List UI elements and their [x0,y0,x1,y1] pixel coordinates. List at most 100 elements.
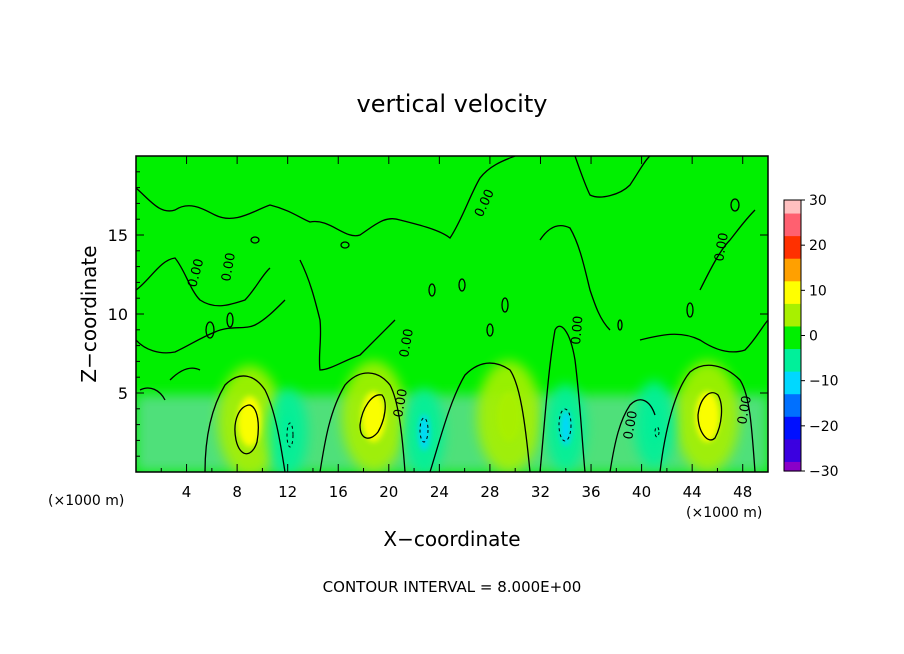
contour-line [501,297,509,313]
chart-title: vertical velocity [357,90,548,118]
contour-line [136,299,286,354]
colorbar-cell [784,416,801,422]
contour-line [539,325,586,472]
updraft-core [361,391,386,442]
contour-line [654,426,660,438]
contour-label: 0.00 [569,315,586,345]
colorbar-cell [784,358,801,364]
colorbar-cell [784,200,801,206]
contour-line [359,394,386,439]
colorbar-cell [784,213,801,219]
x-tick-label: 8 [232,483,242,501]
x-tick-label: 32 [531,483,550,501]
x-tick-label: 40 [632,483,651,501]
downdraft-region [267,388,308,472]
colorbar-cell [784,407,801,413]
contour-line [136,156,516,239]
downdraft-region [404,388,445,472]
negative-contours [286,408,660,448]
colorbar-cell [784,380,801,386]
colorbar-cell [784,448,801,454]
colorbar-cell [784,231,801,237]
x-units-right: (×1000 m) [686,505,762,521]
colorbar-cell [784,443,801,450]
colorbar-cell [784,285,801,291]
colorbar-cell [784,421,801,427]
colorbar-cell [784,367,801,373]
downdraft-core [560,409,572,446]
colorbar-cell [784,353,801,359]
colorbar-tick-label: −10 [809,374,839,390]
contour-line [697,392,723,441]
contour-line [234,404,259,455]
x-units-left: (×1000 m) [48,493,124,509]
colorbar-cell [784,385,801,391]
colorbar-cell [784,362,801,368]
colorbar-cell [784,403,801,409]
colorbar-cell [784,330,801,337]
contour-label: 0.00 [219,252,239,283]
colorbar-cell [784,457,801,463]
contour-line [659,364,756,472]
contour-line [609,399,656,472]
downdraft-core [648,406,660,443]
x-tick-label: 24 [430,483,449,501]
colorbar-tick-label: −20 [809,419,839,435]
colorbar-cell [784,312,801,319]
downdraft-region [545,383,586,472]
colorbar-cell [784,294,801,300]
colorbar-cell [784,326,801,332]
contour-label: 0.00 [185,257,207,289]
colorbar-cell [784,258,801,264]
updraft-core [237,396,262,447]
colorbar-cell [784,245,801,251]
colorbar: 30 20 10 0 −10 −20 −30 [783,193,839,480]
contour-line [319,372,406,472]
colorbar-cell [784,466,801,472]
contour-line [205,321,215,339]
contour-line [139,387,166,401]
colorbar-cell [784,394,801,400]
y-tick-label: 10 [108,305,128,324]
colorbar-cell [784,308,801,314]
contour-line [558,408,572,442]
colorbar-cell [784,267,801,273]
contour-line [226,312,234,328]
colorbar-cell [784,254,801,260]
x-tick-label: 48 [733,483,752,501]
colorbar-cell [784,430,801,436]
plot-area: 0.00 0.00 0.00 0.00 0.00 0.00 0.00 0.00 … [136,156,768,472]
x-tick-label: 16 [329,483,348,501]
contour-line [617,319,623,331]
contour-line [486,323,494,337]
colorbar-cell [784,209,801,215]
colorbar-cell [784,236,801,242]
colorbar-cell [784,371,801,377]
colorbar-cell [784,281,801,287]
colorbar-cell [784,376,801,382]
colorbar-cell [784,317,801,323]
colorbar-tick-label: −30 [809,464,839,480]
x-tick-label: 20 [379,483,398,501]
colorbar-cell [784,303,801,309]
updraft-core [695,391,720,442]
contour-line [429,362,531,472]
x-tick-label: 36 [581,483,600,501]
downdraft-core [282,414,294,451]
colorbar-tick-label: 30 [809,193,827,209]
contour-line [169,367,201,381]
colorbar-cell [784,461,801,468]
contour-line [250,236,260,244]
colorbar-cell [784,272,801,278]
updraft-region [675,360,740,472]
x-tick-label: 12 [278,483,297,501]
y-axis-title: Z−coordinate [77,245,101,382]
colorbar-cell [784,204,801,210]
contour-label: 0.00 [397,328,417,359]
colorbar-cell [784,344,801,350]
contour-label: 0.00 [712,232,732,263]
colorbar-cell [784,276,801,282]
colorbar-cell [784,412,801,418]
contour-line [299,259,396,371]
